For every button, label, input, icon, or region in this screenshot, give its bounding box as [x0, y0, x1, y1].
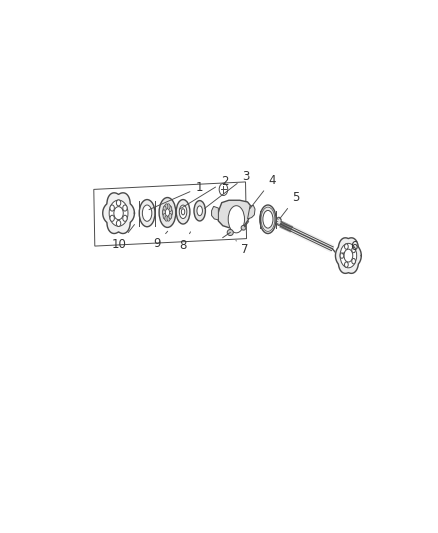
Text: 4: 4: [250, 174, 276, 208]
Polygon shape: [247, 205, 255, 219]
Ellipse shape: [340, 253, 344, 259]
Ellipse shape: [170, 210, 173, 215]
Ellipse shape: [345, 262, 348, 268]
Ellipse shape: [123, 205, 127, 211]
Ellipse shape: [260, 205, 276, 233]
Ellipse shape: [159, 198, 176, 228]
Ellipse shape: [197, 206, 202, 216]
Ellipse shape: [163, 206, 166, 212]
Ellipse shape: [344, 249, 353, 262]
Polygon shape: [102, 193, 134, 233]
Ellipse shape: [169, 213, 172, 219]
Ellipse shape: [163, 204, 172, 221]
Ellipse shape: [123, 215, 127, 221]
Ellipse shape: [228, 206, 244, 233]
Ellipse shape: [117, 200, 121, 206]
Text: 5: 5: [280, 191, 300, 218]
Ellipse shape: [139, 199, 155, 227]
Text: 6: 6: [342, 239, 357, 254]
Text: 10: 10: [112, 224, 134, 251]
Ellipse shape: [165, 208, 170, 216]
Text: 3: 3: [205, 171, 250, 208]
Ellipse shape: [167, 204, 170, 209]
Ellipse shape: [276, 217, 281, 225]
Ellipse shape: [194, 200, 205, 221]
Ellipse shape: [352, 259, 356, 264]
Text: 1: 1: [149, 181, 203, 209]
Ellipse shape: [219, 183, 228, 196]
Ellipse shape: [352, 247, 356, 253]
Ellipse shape: [165, 204, 168, 209]
Text: 2: 2: [179, 175, 228, 209]
Ellipse shape: [109, 200, 128, 226]
Ellipse shape: [263, 211, 273, 228]
Ellipse shape: [117, 220, 121, 227]
Ellipse shape: [176, 199, 190, 224]
Text: 7: 7: [236, 240, 249, 256]
Polygon shape: [336, 238, 361, 273]
Ellipse shape: [179, 205, 187, 219]
Ellipse shape: [110, 215, 114, 221]
Polygon shape: [279, 221, 334, 253]
Ellipse shape: [340, 244, 357, 268]
Ellipse shape: [345, 244, 348, 249]
Polygon shape: [212, 206, 219, 220]
Ellipse shape: [169, 206, 172, 212]
Ellipse shape: [114, 207, 123, 220]
Polygon shape: [218, 200, 251, 228]
Text: 8: 8: [180, 232, 191, 252]
Ellipse shape: [181, 209, 185, 215]
Ellipse shape: [163, 213, 166, 219]
Ellipse shape: [142, 205, 152, 221]
Ellipse shape: [167, 216, 170, 221]
Circle shape: [227, 229, 233, 236]
Text: 9: 9: [153, 231, 168, 250]
Ellipse shape: [110, 205, 114, 211]
Circle shape: [241, 225, 246, 230]
Ellipse shape: [162, 210, 166, 215]
Ellipse shape: [165, 216, 168, 221]
